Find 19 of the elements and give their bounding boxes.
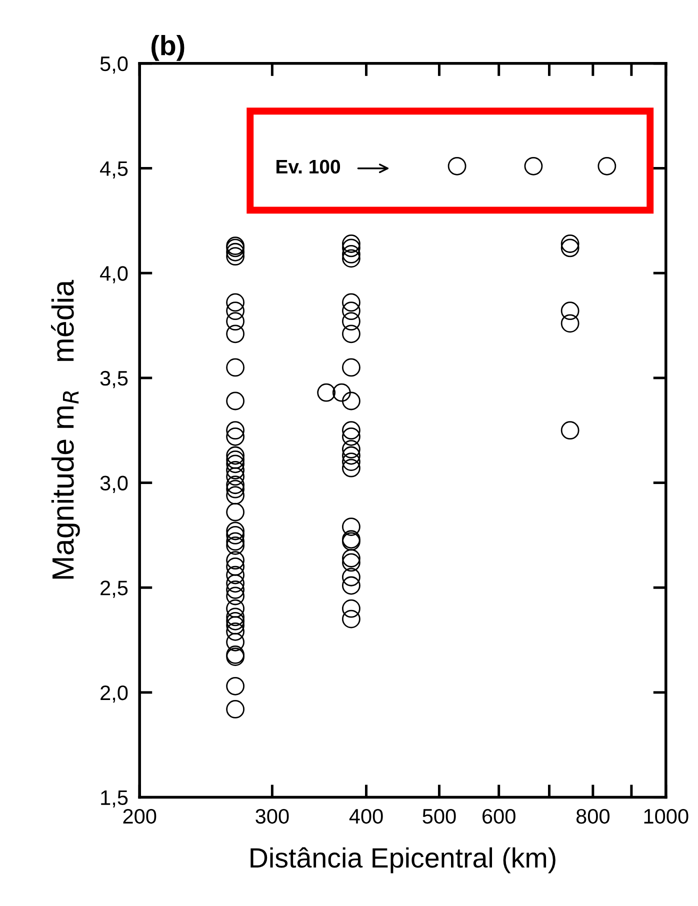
text: Magnitude m$_{R}$ média	[51, 280, 80, 579]
y-tick-label: 2,0	[100, 685, 128, 703]
y-tick-label: 4,0	[100, 266, 128, 284]
annotation: Ev. 100	[276, 160, 340, 174]
x-tick-label: 600	[482, 808, 516, 824]
y-tick-label: 2,5	[100, 580, 128, 598]
x-tick-label: 200	[123, 808, 156, 824]
y-tick-label: 4,5	[100, 161, 128, 178]
x-tick-label: 1000	[644, 808, 688, 824]
y-tick-label: 5,0	[100, 56, 128, 74]
x-tick-label: 400	[349, 808, 383, 824]
x-tick-label: 500	[422, 808, 456, 824]
x-tick-label: 800	[576, 808, 610, 824]
x-axis-title: Distância Epicentral (km)	[250, 847, 556, 874]
y-tick-label: 3,5	[100, 370, 128, 388]
y-tick-label: 3,0	[100, 476, 128, 493]
y-tick-label: 1,5	[101, 790, 128, 808]
chart-title: (b)	[152, 34, 184, 61]
x-tick-label: 300	[256, 808, 289, 824]
